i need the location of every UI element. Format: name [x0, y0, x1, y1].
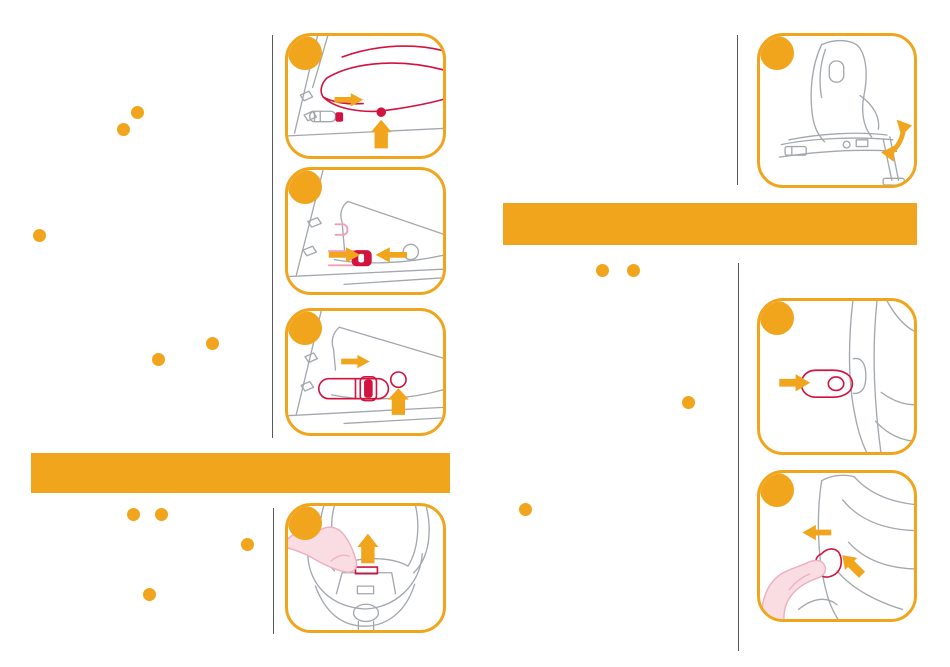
bullet-dot [152, 353, 165, 366]
bullet-dot [127, 508, 140, 521]
column-divider [738, 263, 739, 651]
bullet-dot [519, 503, 532, 516]
seat-top-view-art [307, 506, 430, 630]
step-panel [757, 33, 917, 188]
arrow-up-icon [357, 533, 379, 564]
arrow-up-left-icon [842, 555, 866, 578]
arrow-left-icon [375, 247, 407, 263]
illustration-side-impact-pod [779, 301, 914, 452]
bullet-dot [241, 538, 254, 551]
seat-art [778, 39, 905, 185]
illustration-seat-side-view [778, 39, 912, 185]
hand-art [761, 559, 827, 619]
arrow-right-icon [334, 93, 364, 107]
step-number-badge [288, 170, 322, 204]
highlighted-base-outline [320, 45, 443, 122]
bullet-dot [682, 396, 695, 409]
seat-shell-art [848, 301, 914, 452]
step-number-badge [760, 301, 794, 335]
bullet-dot [206, 337, 219, 350]
column-divider [272, 35, 273, 438]
step-panel [285, 503, 446, 633]
bullet-dot [131, 106, 144, 119]
illustration-isofix-extended [288, 311, 443, 425]
bullet-dot [143, 588, 156, 601]
step-number-badge [760, 36, 794, 70]
release-highlight [814, 548, 843, 578]
arrow-up-icon [387, 388, 409, 415]
section-banner [31, 453, 450, 493]
bullet-dot [155, 508, 168, 521]
curved-double-arrow-icon [881, 119, 912, 162]
step-number-badge [288, 36, 322, 70]
vehicle-seat-art [288, 311, 443, 425]
step-panel [757, 470, 917, 622]
section-banner [503, 203, 917, 245]
illustration-isofix-aligning [288, 170, 443, 286]
column-divider [273, 508, 274, 634]
column-divider [737, 35, 738, 185]
bullet-dot [596, 264, 609, 277]
arrow-left-icon [802, 524, 832, 541]
step-panel [285, 167, 446, 295]
red-indicator-dot [376, 107, 386, 117]
release-ring-highlight [389, 371, 407, 389]
arrow-up-icon [370, 119, 392, 149]
arrow-right-icon [779, 374, 811, 392]
illustration-hand-side-release [761, 474, 914, 619]
arrow-right-icon [341, 354, 370, 369]
step-panel [285, 308, 446, 436]
step-number-badge [288, 311, 322, 345]
bullet-dot [33, 229, 46, 242]
connector-highlight [317, 371, 407, 402]
step-number-badge [760, 473, 794, 507]
seat-art [797, 474, 914, 619]
illustration-seat-base-on-vehicle-seat [288, 36, 443, 149]
bullet-dot [117, 123, 130, 136]
step-panel [285, 33, 446, 159]
arrow-right-icon [328, 247, 361, 263]
pod-highlight [800, 369, 854, 398]
button-highlight [354, 566, 379, 575]
bullet-dot [627, 264, 640, 277]
step-number-badge [288, 506, 322, 540]
step-panel [757, 298, 917, 455]
